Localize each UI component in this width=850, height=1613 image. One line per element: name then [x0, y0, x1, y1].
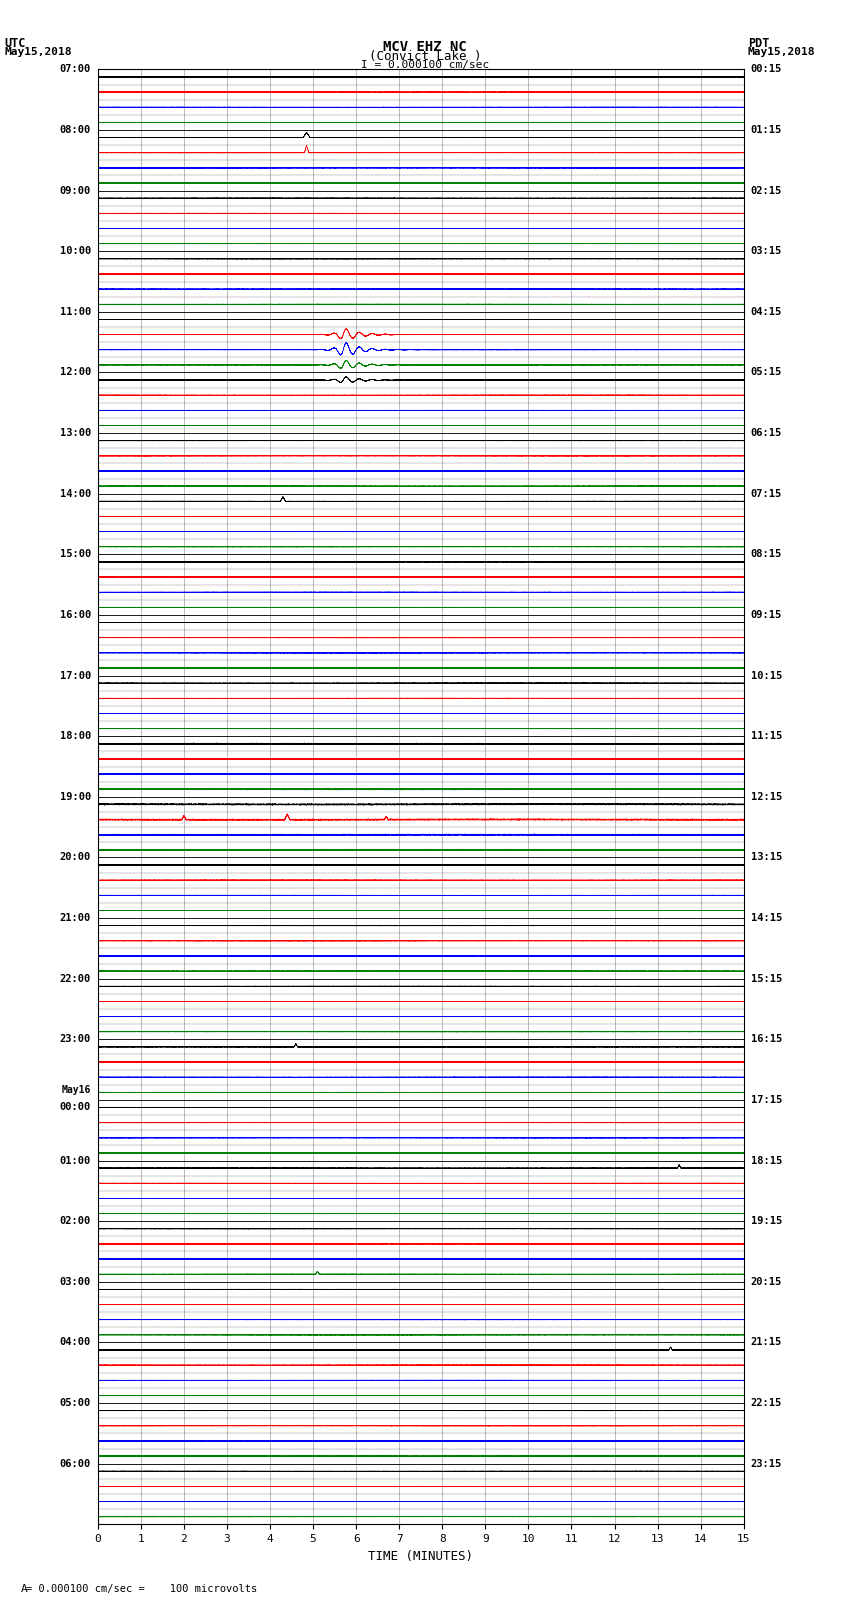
- Text: 02:00: 02:00: [60, 1216, 91, 1226]
- Text: May15,2018: May15,2018: [4, 47, 71, 56]
- Text: May16: May16: [61, 1086, 91, 1095]
- Text: 18:00: 18:00: [60, 731, 91, 742]
- Text: 11:15: 11:15: [751, 731, 782, 742]
- Text: (Convict Lake ): (Convict Lake ): [369, 50, 481, 63]
- Text: PDT: PDT: [748, 37, 769, 50]
- Text: 07:15: 07:15: [751, 489, 782, 498]
- Text: 01:15: 01:15: [751, 124, 782, 135]
- Text: 02:15: 02:15: [751, 185, 782, 195]
- Text: 20:15: 20:15: [751, 1277, 782, 1287]
- Text: 17:00: 17:00: [60, 671, 91, 681]
- Text: 06:00: 06:00: [60, 1458, 91, 1469]
- Text: 14:15: 14:15: [751, 913, 782, 923]
- Text: 04:15: 04:15: [751, 306, 782, 316]
- Text: 00:00: 00:00: [60, 1102, 91, 1111]
- Text: 08:00: 08:00: [60, 124, 91, 135]
- Text: 01:00: 01:00: [60, 1155, 91, 1166]
- Text: A: A: [21, 1584, 28, 1594]
- Text: 06:15: 06:15: [751, 427, 782, 439]
- Text: 13:15: 13:15: [751, 852, 782, 863]
- Text: 03:15: 03:15: [751, 247, 782, 256]
- Text: 05:15: 05:15: [751, 368, 782, 377]
- Text: 21:00: 21:00: [60, 913, 91, 923]
- Text: 11:00: 11:00: [60, 306, 91, 316]
- Text: 10:15: 10:15: [751, 671, 782, 681]
- Text: = 0.000100 cm/sec =    100 microvolts: = 0.000100 cm/sec = 100 microvolts: [26, 1584, 257, 1594]
- Text: 15:15: 15:15: [751, 974, 782, 984]
- Text: 12:15: 12:15: [751, 792, 782, 802]
- Text: 13:00: 13:00: [60, 427, 91, 439]
- Text: 16:00: 16:00: [60, 610, 91, 619]
- Text: 07:00: 07:00: [60, 65, 91, 74]
- Text: 10:00: 10:00: [60, 247, 91, 256]
- Text: 18:15: 18:15: [751, 1155, 782, 1166]
- Text: 09:00: 09:00: [60, 185, 91, 195]
- X-axis label: TIME (MINUTES): TIME (MINUTES): [368, 1550, 473, 1563]
- Text: 22:15: 22:15: [751, 1398, 782, 1408]
- Text: 20:00: 20:00: [60, 852, 91, 863]
- Text: 23:00: 23:00: [60, 1034, 91, 1044]
- Text: MCV EHZ NC: MCV EHZ NC: [383, 40, 467, 55]
- Text: 08:15: 08:15: [751, 550, 782, 560]
- Text: 09:15: 09:15: [751, 610, 782, 619]
- Text: UTC: UTC: [4, 37, 26, 50]
- Text: May15,2018: May15,2018: [748, 47, 815, 56]
- Text: 21:15: 21:15: [751, 1337, 782, 1347]
- Text: 22:00: 22:00: [60, 974, 91, 984]
- Text: 16:15: 16:15: [751, 1034, 782, 1044]
- Text: 17:15: 17:15: [751, 1095, 782, 1105]
- Text: 03:00: 03:00: [60, 1277, 91, 1287]
- Text: 23:15: 23:15: [751, 1458, 782, 1469]
- Text: 19:15: 19:15: [751, 1216, 782, 1226]
- Text: 14:00: 14:00: [60, 489, 91, 498]
- Text: 04:00: 04:00: [60, 1337, 91, 1347]
- Text: I = 0.000100 cm/sec: I = 0.000100 cm/sec: [361, 60, 489, 69]
- Text: 12:00: 12:00: [60, 368, 91, 377]
- Text: 00:15: 00:15: [751, 65, 782, 74]
- Text: 05:00: 05:00: [60, 1398, 91, 1408]
- Text: 19:00: 19:00: [60, 792, 91, 802]
- Text: 15:00: 15:00: [60, 550, 91, 560]
